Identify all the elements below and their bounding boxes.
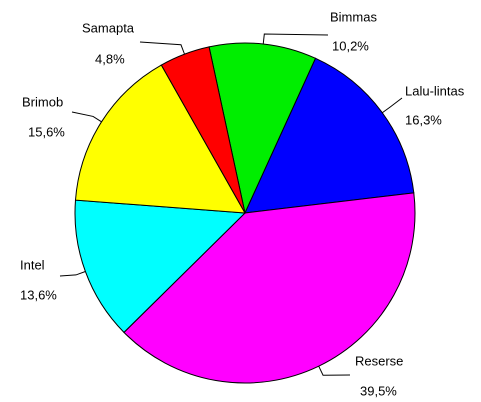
pie-slice: [160, 46, 246, 214]
leader-line: [318, 365, 351, 376]
slice-value-label: 13,6%: [20, 287, 57, 302]
leader-line: [139, 41, 185, 55]
slice-label: Lalu-lintas: [405, 83, 465, 98]
pie-slice: [123, 192, 416, 384]
slice-value-label: 10,2%: [332, 38, 369, 53]
slice-label: Samapta: [82, 20, 135, 35]
pie-slice: [244, 57, 415, 214]
slice-label: Bimmas: [330, 9, 377, 24]
slice-value-label: 39,5%: [360, 383, 397, 398]
leader-line: [381, 97, 403, 114]
slice-label: Brimob: [22, 94, 63, 109]
leader-line: [71, 111, 102, 123]
pie-slice: [74, 64, 246, 214]
slice-label: Reserse: [355, 353, 403, 368]
slice-value-label: 16,3%: [405, 112, 442, 127]
leader-line: [59, 271, 86, 277]
slice-value-label: 4,8%: [95, 51, 125, 66]
leader-line: [262, 33, 329, 45]
pie-slice: [208, 42, 317, 215]
pie-slice: [74, 199, 247, 334]
slice-label: Intel: [20, 257, 45, 272]
slice-value-label: 15,6%: [28, 124, 65, 139]
